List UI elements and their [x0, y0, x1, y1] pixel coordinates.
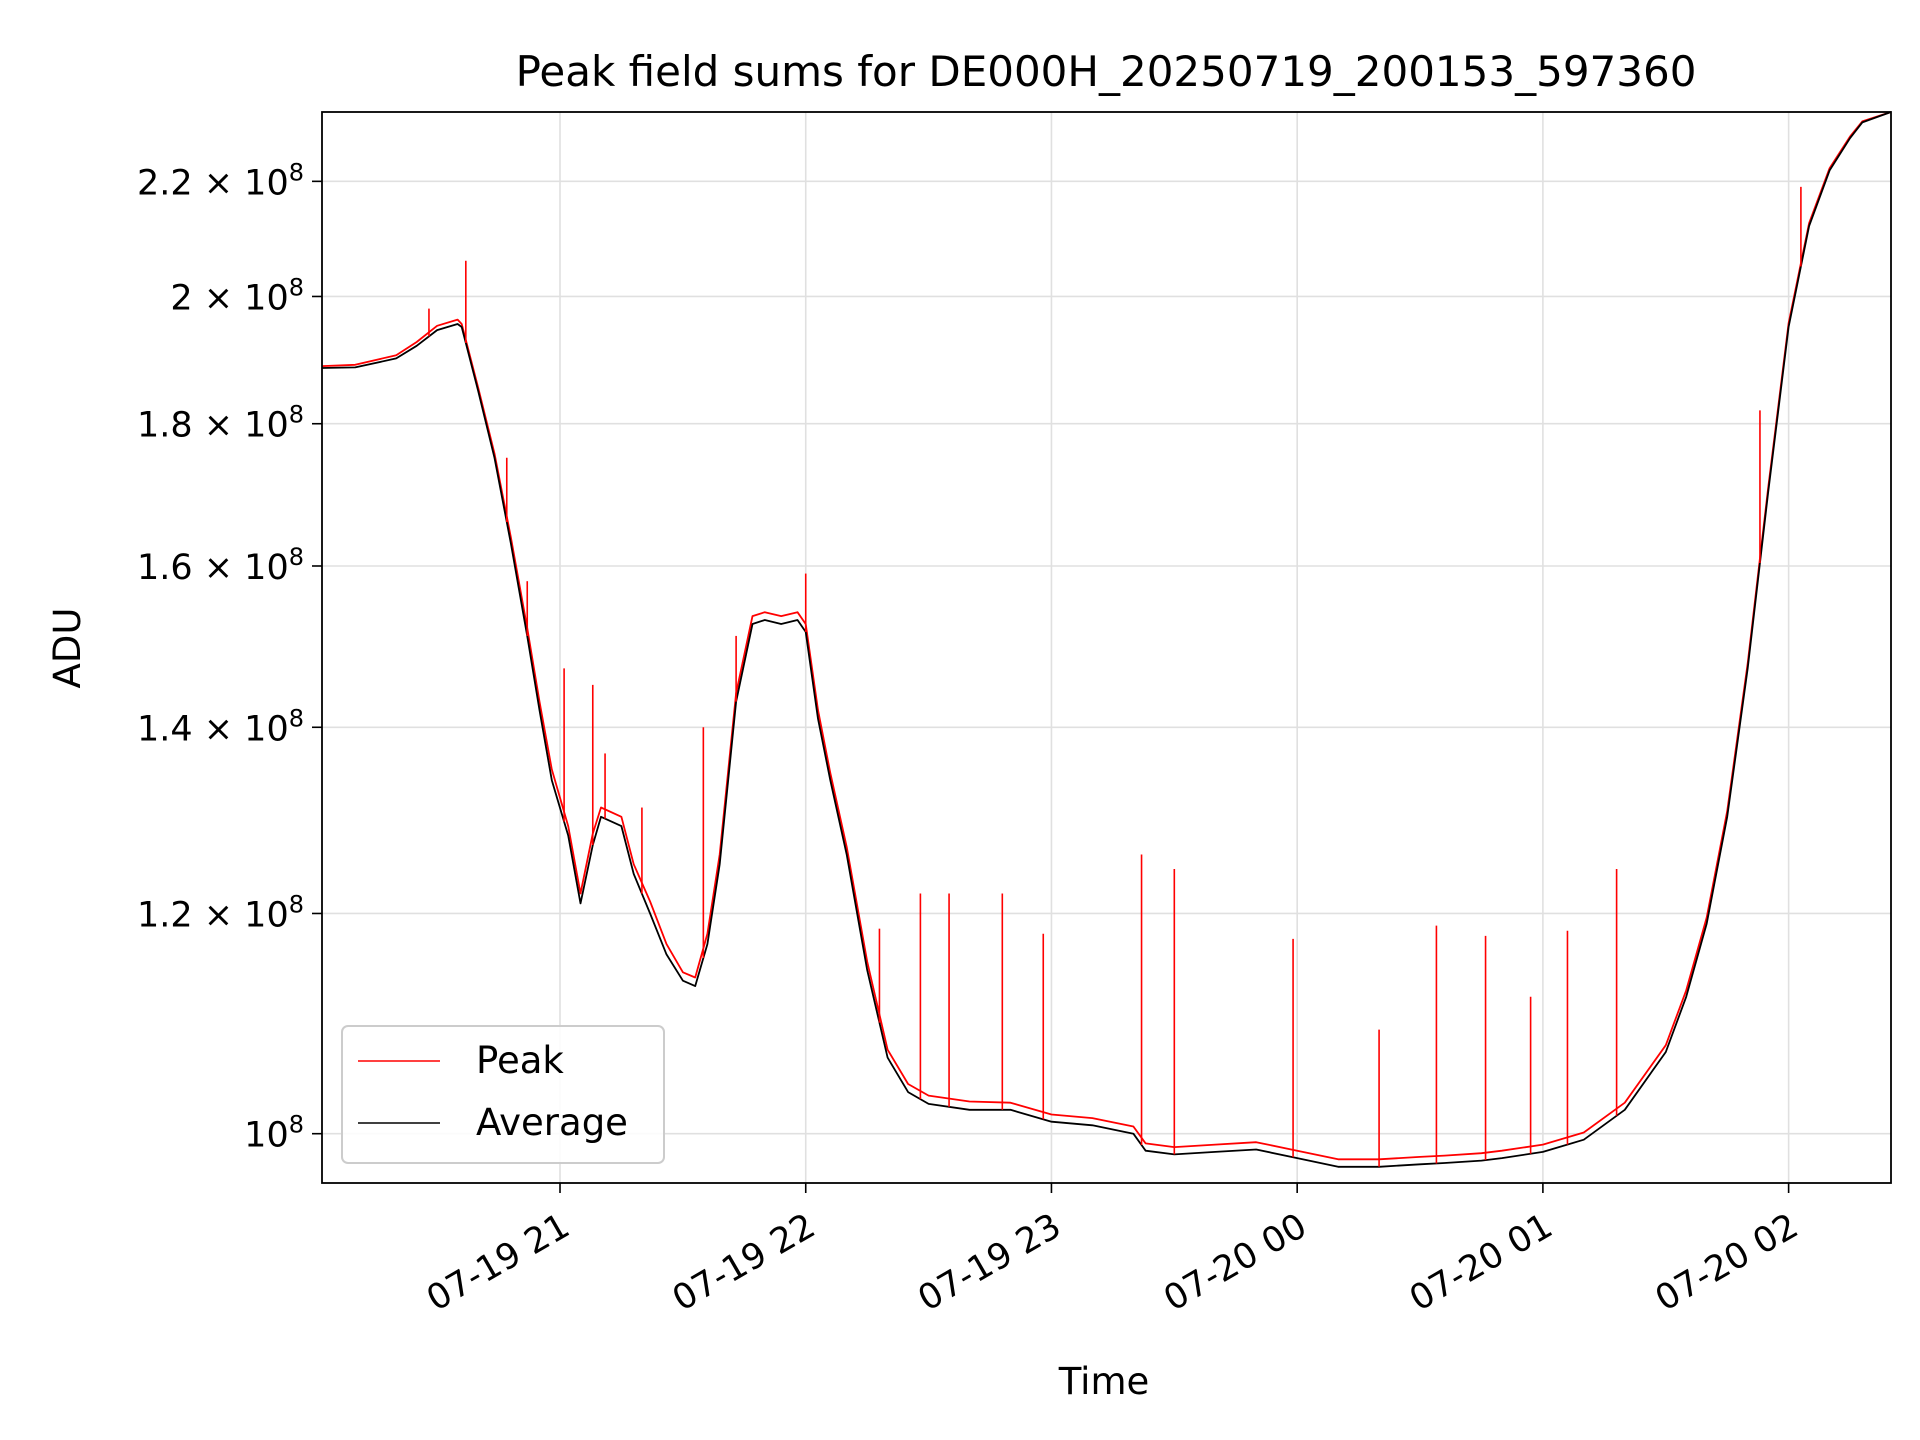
y-tick-label: 108: [244, 1111, 304, 1156]
plot-frame: [321, 111, 1892, 1184]
series-line-average: [321, 111, 1892, 1168]
y-tick-label: 2 × 108: [170, 273, 304, 318]
legend: Peak Average: [341, 1025, 665, 1164]
x-tick-label: 07-20 01: [1403, 1206, 1559, 1319]
y-tick-label: 1.2 × 108: [137, 890, 304, 935]
series-line-peak: [321, 111, 1892, 1161]
peak-spike-layer: [428, 186, 1802, 1167]
y-tick-label: 2.2 × 108: [137, 158, 304, 203]
grid: [322, 112, 1891, 1183]
x-tick-label: 07-19 23: [912, 1206, 1068, 1319]
x-axis-label: Time: [1058, 1360, 1150, 1403]
x-axis: 07-19 21 07-19 22 07-19 23 07-20 00 07-20 01…: [420, 1183, 1805, 1319]
series-layer: [321, 111, 1892, 1168]
x-tick-label: 07-20 02: [1649, 1206, 1805, 1319]
y-axis: 108 1.2 × 108 1.4 × 108 1.6 × 108 1.8 × 108 2…: [137, 158, 322, 1156]
legend-label-peak: Peak: [476, 1039, 564, 1082]
y-tick-label: 1.4 × 108: [137, 704, 304, 749]
y-tick-label: 1.6 × 108: [137, 543, 304, 588]
chart-title: Peak field sums for DE000H_20250719_2001…: [516, 47, 1697, 96]
y-axis-label: ADU: [46, 608, 89, 689]
x-tick-label: 07-20 00: [1157, 1206, 1313, 1319]
x-tick-label: 07-19 21: [420, 1206, 576, 1319]
legend-label-average: Average: [476, 1101, 628, 1144]
y-tick-label: 1.8 × 108: [137, 401, 304, 446]
x-tick-label: 07-19 22: [666, 1206, 822, 1319]
